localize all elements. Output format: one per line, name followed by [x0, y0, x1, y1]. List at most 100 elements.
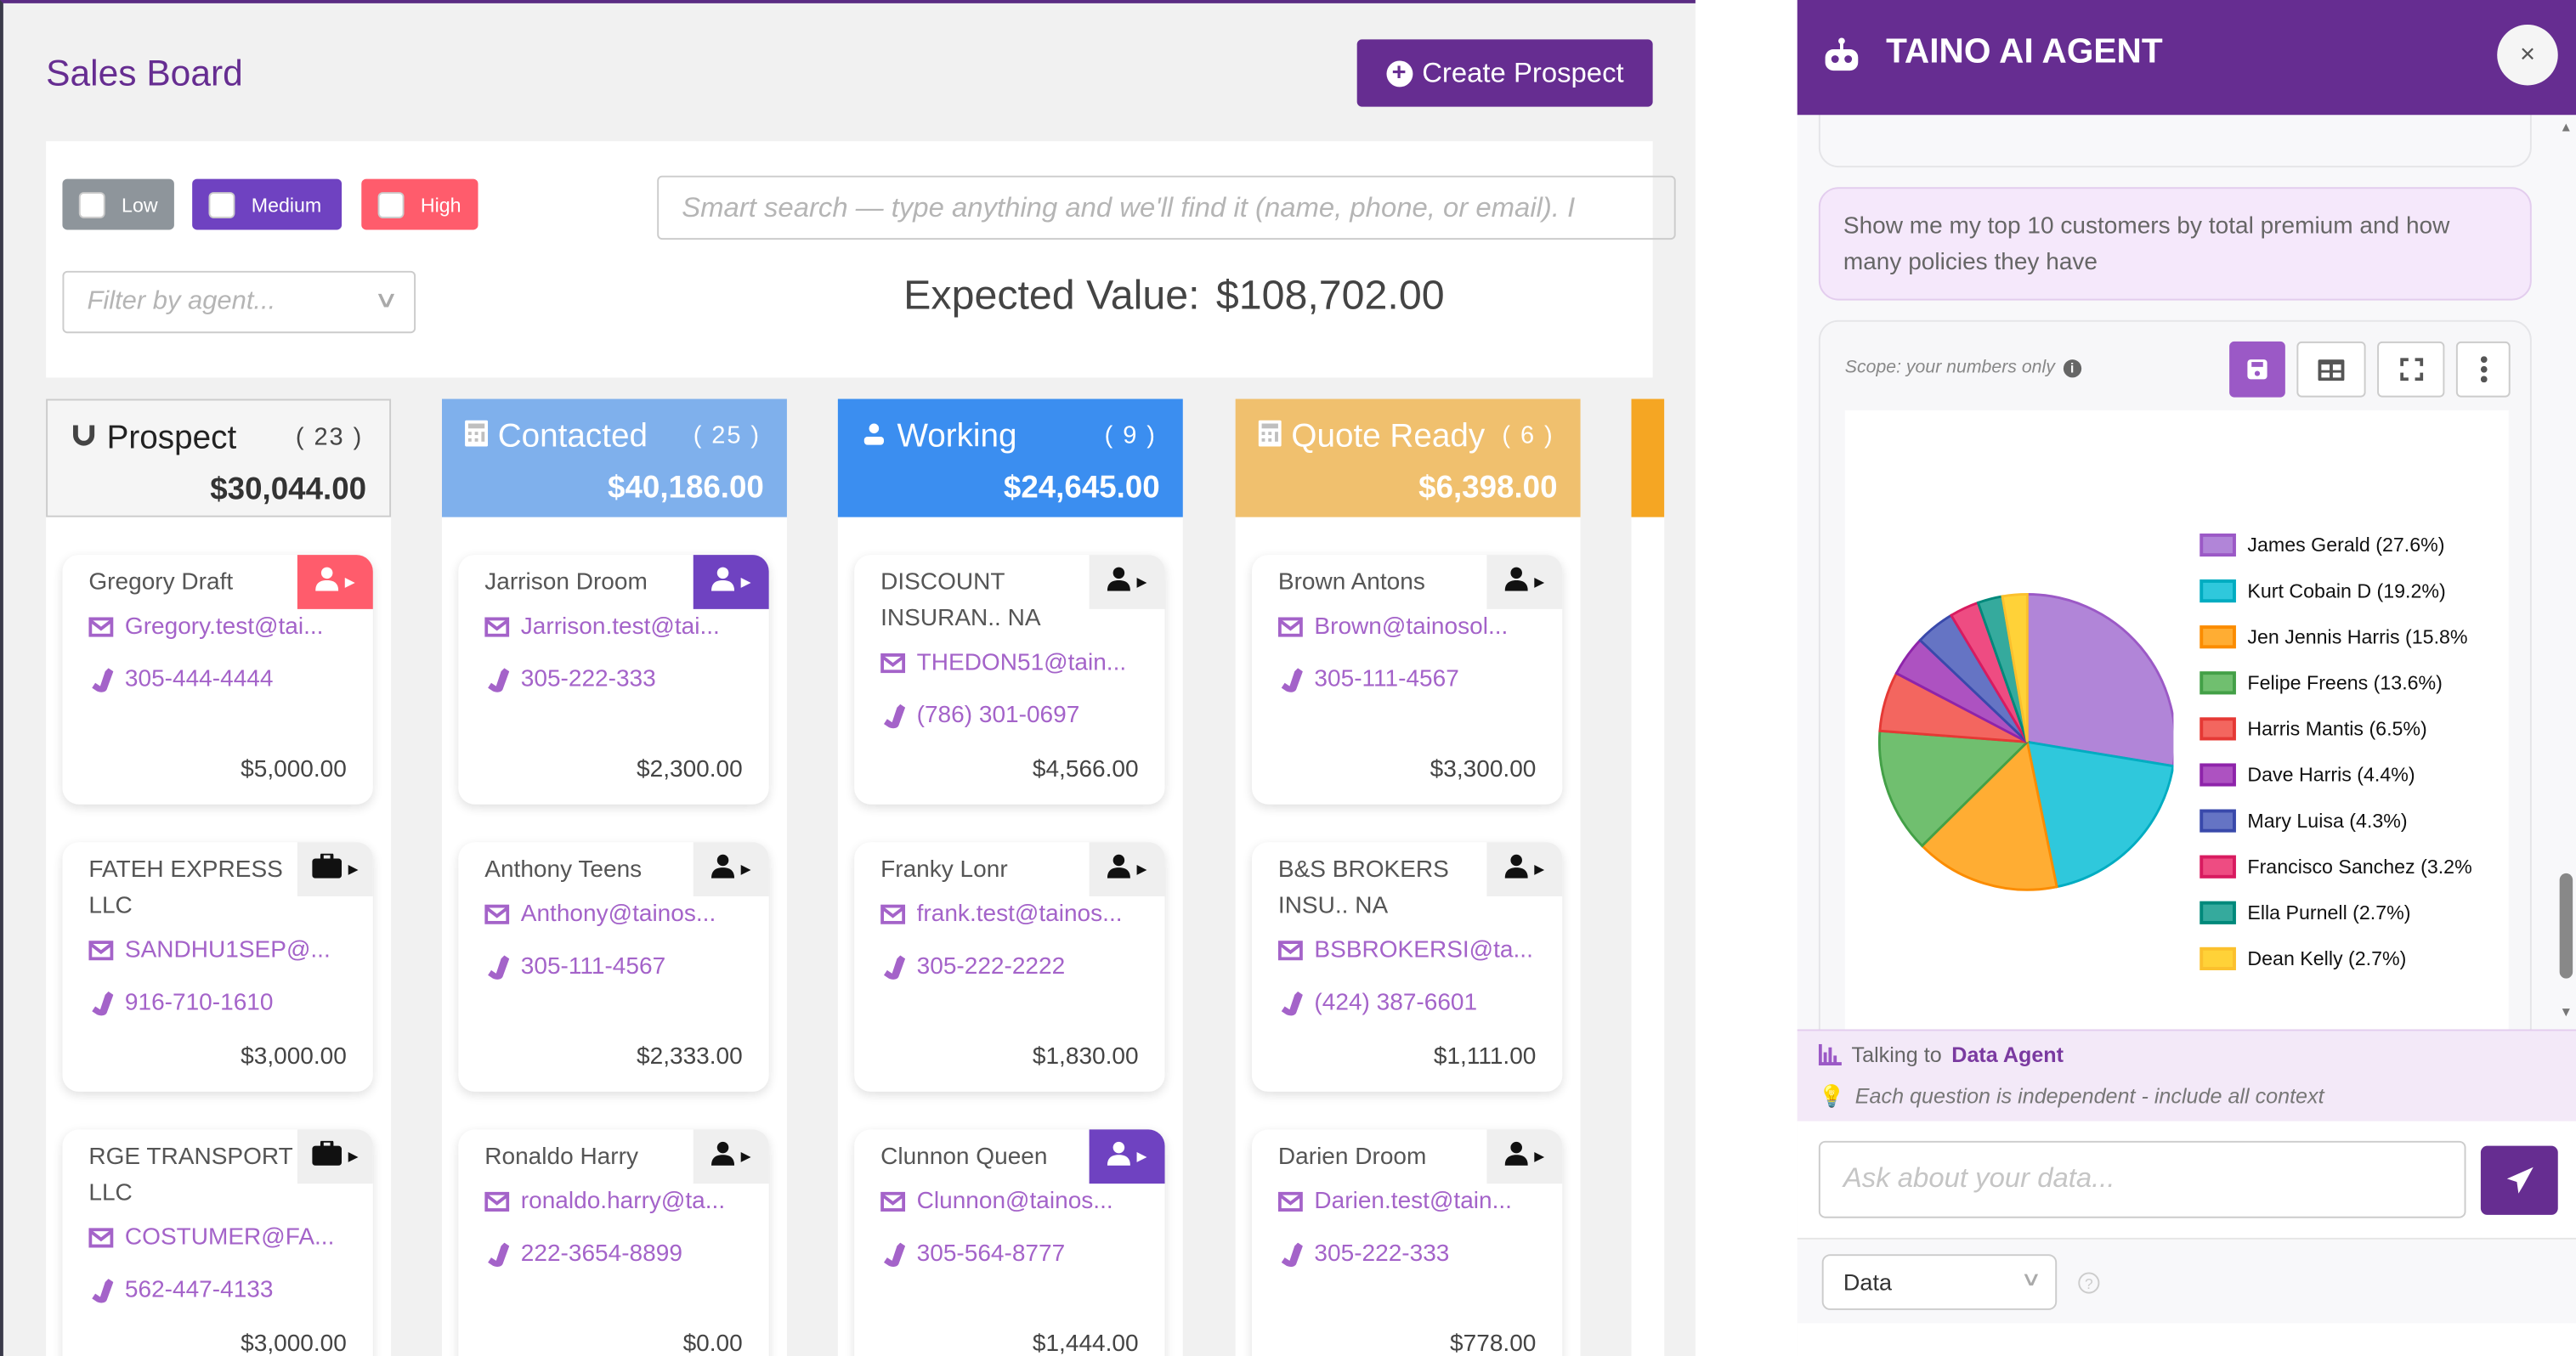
close-button[interactable]: × [2497, 24, 2558, 86]
checkbox[interactable] [377, 191, 405, 218]
priority-low-toggle[interactable]: Low [62, 178, 174, 230]
card-email[interactable]: BSBROKERSI@ta... [1277, 924, 1562, 977]
scroll-up-icon[interactable]: ▲ [2559, 120, 2573, 135]
pie-slice-james-gerald[interactable] [2025, 593, 2174, 768]
assign-menu-button[interactable]: ▶ [297, 1129, 373, 1184]
card-phone[interactable]: 305-222-333 [1278, 1228, 1562, 1280]
legend-item[interactable]: Harris Mantis (6.5%) [2200, 706, 2471, 752]
legend-item[interactable]: James Gerald (27.6%) [2200, 522, 2471, 568]
pie-slice-felipe-freens[interactable] [1877, 729, 2030, 848]
assign-menu-button[interactable]: ▶ [1089, 842, 1165, 896]
assign-menu-button[interactable]: ▶ [1486, 555, 1563, 609]
card-email[interactable]: Brown@tainosol... [1277, 601, 1562, 653]
card-name: RGE TRANSPORT LLC [88, 1144, 293, 1207]
phone-icon [1281, 1241, 1303, 1267]
card-email[interactable]: Gregory.test@tai... [88, 601, 372, 653]
agent-mode-value: Data [1843, 1268, 1893, 1296]
assign-menu-button[interactable]: ▶ [297, 842, 373, 896]
send-button[interactable] [2480, 1145, 2558, 1215]
assign-menu-button[interactable]: ▶ [693, 1129, 769, 1184]
prospect-card[interactable]: ▶ Ronaldo Harry ronaldo.harry@ta... 222-… [458, 1129, 769, 1356]
prospect-card[interactable]: ▶ Brown Antons Brown@tainosol... 305-111… [1251, 555, 1563, 805]
prospect-card[interactable]: ▶ FATEH EXPRESS LLC SANDHU1SEP@... 916-7… [62, 842, 373, 1092]
legend-swatch [2200, 579, 2236, 603]
pie-slice-jen-jennis-harris[interactable] [1920, 739, 2058, 891]
legend-item[interactable]: Dean Kelly (2.7%) [2200, 935, 2471, 981]
card-phone[interactable]: 305-444-4444 [88, 653, 372, 706]
table-view-button[interactable] [2296, 341, 2366, 398]
column-title: Contacted [465, 419, 648, 456]
card-phone[interactable]: 305-222-333 [484, 653, 768, 706]
pie-slice-dean-kelly[interactable] [2001, 593, 2029, 743]
agent-mode-select[interactable]: Data ∨ [1821, 1254, 2058, 1310]
legend-item[interactable]: Francisco Sanchez (3.2% [2200, 844, 2472, 890]
legend-label: Kurt Cobain D (19.2%) [2247, 579, 2446, 603]
scrollbar[interactable]: ▲ ▼ [2556, 115, 2576, 1027]
card-email[interactable]: THEDON51@tain... [880, 637, 1164, 690]
card-email[interactable]: Jarrison.test@tai... [484, 601, 768, 653]
card-phone[interactable]: 305-111-4567 [484, 941, 768, 993]
assign-menu-button[interactable]: ▶ [1089, 1129, 1165, 1184]
legend-item[interactable]: Felipe Freens (13.6%) [2200, 660, 2471, 706]
legend-item[interactable]: Ella Purnell (2.7%) [2200, 890, 2471, 935]
assign-menu-button[interactable]: ▶ [693, 555, 769, 609]
priority-medium-toggle[interactable]: Medium [192, 178, 343, 230]
prospect-card[interactable]: ▶ Gregory Draft Gregory.test@tai... 305-… [62, 555, 373, 805]
pie-slice-kurt-cobain-d[interactable] [2025, 740, 2174, 889]
smart-search-input[interactable]: Smart search — type anything and we'll f… [657, 175, 1676, 240]
card-email[interactable]: frank.test@tainos... [880, 888, 1164, 941]
card-phone[interactable]: 562-447-4133 [88, 1264, 372, 1317]
checkbox[interactable] [78, 191, 105, 218]
scrollbar-thumb[interactable] [2559, 873, 2573, 979]
assign-menu-button[interactable]: ▶ [1486, 1129, 1563, 1184]
card-email[interactable]: Clunnon@tainos... [880, 1175, 1164, 1228]
assign-menu-button[interactable]: ▶ [693, 842, 769, 896]
assign-menu-button[interactable]: ▶ [1486, 842, 1563, 896]
phone-icon [488, 667, 510, 692]
legend-item[interactable]: Dave Harris (4.4%) [2200, 752, 2471, 798]
phone-icon [488, 954, 510, 979]
prospect-card[interactable]: ▶ B&S BROKERS INSU.. NA BSBROKERSI@ta...… [1251, 842, 1563, 1092]
assign-menu-button[interactable]: ▶ [297, 555, 373, 609]
card-email[interactable]: ronaldo.harry@ta... [484, 1175, 768, 1228]
legend-item[interactable]: Mary Luisa (4.3%) [2200, 798, 2471, 844]
legend-label: Jen Jennis Harris (15.8% [2247, 625, 2468, 649]
assign-menu-button[interactable]: ▶ [1089, 555, 1165, 609]
create-prospect-button[interactable]: + Create Prospect [1356, 39, 1653, 107]
help-icon[interactable]: ? [2078, 1272, 2100, 1294]
card-amount: $5,000.00 [241, 756, 347, 783]
checkbox[interactable] [208, 191, 235, 218]
fullscreen-button[interactable] [2377, 341, 2445, 398]
prospect-card[interactable]: ▶ DISCOUNT INSURAN.. NA THEDON51@tain...… [854, 555, 1165, 805]
card-phone[interactable]: 222-3654-8899 [484, 1228, 768, 1280]
card-phone[interactable]: (786) 301-0697 [880, 690, 1164, 743]
ask-input[interactable]: Ask about your data... [1818, 1140, 2466, 1218]
prospect-card[interactable]: ▶ Darien Droom Darien.test@tain... 305-2… [1251, 1129, 1563, 1356]
phone-text: 305-222-333 [1314, 1240, 1450, 1268]
card-phone[interactable]: (424) 387-6601 [1278, 977, 1562, 1030]
card-email[interactable]: Anthony@tainos... [484, 888, 768, 941]
scroll-down-icon[interactable]: ▼ [2559, 1004, 2573, 1020]
prospect-card[interactable]: ▶ Anthony Teens Anthony@tainos... 305-11… [458, 842, 769, 1092]
card-phone[interactable]: 305-222-2222 [880, 941, 1164, 993]
legend-item[interactable]: Jen Jennis Harris (15.8% [2200, 614, 2471, 660]
card-phone[interactable]: 305-111-4567 [1278, 653, 1562, 706]
legend-item[interactable]: Kurt Cobain D (19.2%) [2200, 568, 2471, 614]
card-phone[interactable]: 916-710-1610 [88, 977, 372, 1030]
card-phone[interactable]: 305-564-8777 [880, 1228, 1164, 1280]
prospect-card[interactable]: ▶ Clunnon Queen Clunnon@tainos... 305-56… [854, 1129, 1165, 1356]
prospect-card[interactable]: ▶ RGE TRANSPORT LLC COSTUMER@FA... 562-4… [62, 1129, 373, 1356]
prospect-card[interactable]: ▶ Jarrison Droom Jarrison.test@tai... 30… [458, 555, 769, 805]
person-icon [314, 566, 339, 599]
save-button[interactable] [2229, 341, 2285, 398]
card-email[interactable]: Darien.test@tain... [1277, 1175, 1562, 1228]
priority-high-toggle[interactable]: High [361, 178, 478, 230]
card-email[interactable]: SANDHU1SEP@... [88, 924, 372, 977]
agent-filter-select[interactable]: Filter by agent... ∨ [62, 270, 416, 334]
email-text: Brown@tainosol... [1314, 613, 1509, 641]
info-icon[interactable]: i [2063, 359, 2081, 377]
card-email[interactable]: COSTUMER@FA... [88, 1212, 372, 1264]
prospect-card[interactable]: ▶ Franky Lonr frank.test@tainos... 305-2… [854, 842, 1165, 1092]
more-options-button[interactable] [2455, 341, 2511, 398]
column-working: Working ( 9 ) $24,645.00 ▶ DISCOUNT INSU… [837, 398, 1183, 1356]
